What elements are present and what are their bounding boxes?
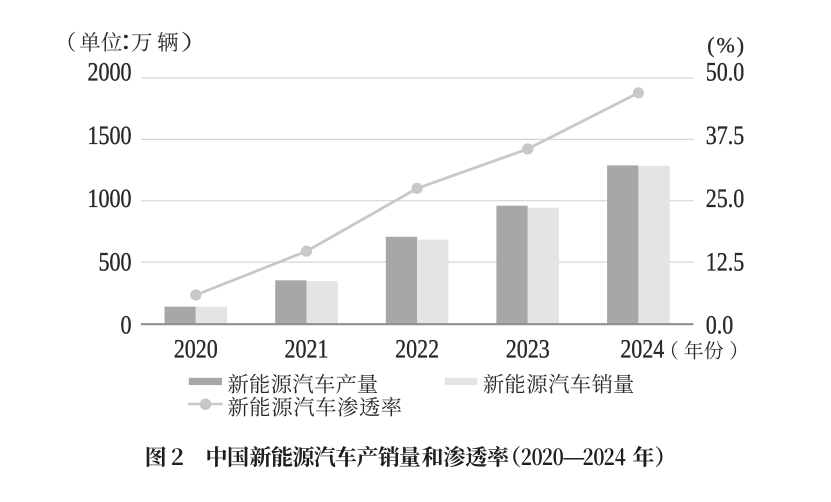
- svg-text:2020: 2020: [174, 335, 218, 364]
- svg-text:37.5: 37.5: [706, 121, 744, 150]
- svg-text:2024: 2024: [620, 335, 664, 364]
- svg-text:0: 0: [121, 311, 132, 340]
- svg-text:25.0: 25.0: [706, 184, 744, 213]
- svg-text:2021: 2021: [285, 335, 329, 364]
- svg-text:2023: 2023: [506, 335, 550, 364]
- svg-text:(%): (%): [707, 32, 746, 57]
- svg-text:0.0: 0.0: [706, 311, 733, 340]
- svg-text:1500: 1500: [88, 121, 132, 150]
- svg-text:2022: 2022: [395, 335, 439, 364]
- svg-text:12.5: 12.5: [706, 247, 744, 276]
- svg-text:2000: 2000: [88, 58, 132, 87]
- svg-text:1000: 1000: [88, 184, 132, 213]
- svg-text:500: 500: [99, 247, 132, 276]
- svg-text:50.0: 50.0: [706, 58, 744, 87]
